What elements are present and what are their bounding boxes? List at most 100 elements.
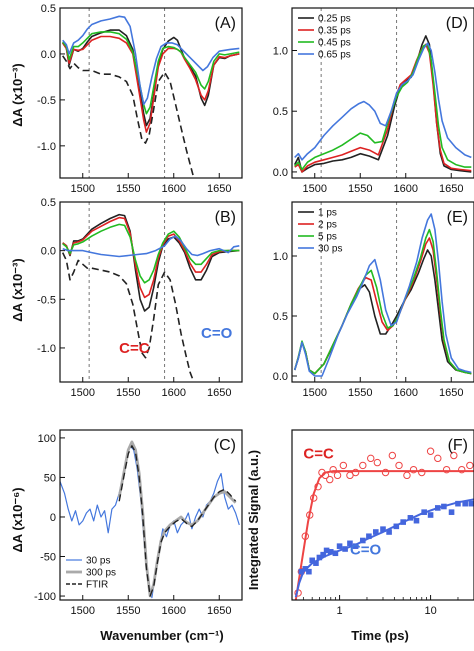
- y-tick-label: 1.0: [273, 251, 288, 263]
- series-0-45-ps-line: [294, 43, 472, 171]
- x-tick-label: 1: [337, 605, 343, 617]
- panel-b: 1500 1550 1600 1650 -1.0 -0.5 0.0 0.5 (B) ΔA (x10…: [10, 197, 243, 399]
- y-tick-label: -0.5: [37, 294, 56, 306]
- legend-entry: 0.25 ps: [318, 14, 351, 25]
- panel-label: (D): [446, 15, 468, 32]
- y-tick-label: 0.5: [41, 197, 56, 209]
- series-c-c-point-12: [346, 471, 354, 480]
- x-axis-label-time: Time (ps): [351, 628, 409, 643]
- x-tick-label: 1600: [394, 183, 418, 195]
- legend-entry: 0.65 ps: [318, 50, 351, 61]
- annotation-co: C=O: [350, 542, 382, 559]
- series-ftir-line: [118, 445, 237, 597]
- legend: 0.25 ps0.35 ps0.45 ps0.65 ps: [298, 14, 351, 61]
- panel-label: (F): [448, 437, 468, 454]
- series-c-c-point-9: [329, 465, 337, 474]
- x-tick-label: 1500: [71, 183, 95, 195]
- x-tick-label: 1500: [71, 387, 95, 399]
- series-c-o-point-6: [320, 551, 326, 558]
- x-tick-label: 1600: [162, 183, 186, 195]
- series-c-c-point-8: [326, 475, 334, 484]
- annotation-co: C=O: [201, 325, 233, 342]
- series-c-c-point-14: [359, 461, 367, 470]
- legend-entry: 1 ps: [318, 208, 337, 219]
- series-30-ps-line: [293, 213, 472, 377]
- legend-entry: 300 ps: [86, 568, 116, 579]
- series-c-c-point-24: [434, 454, 442, 463]
- legend-entry: FTIR: [86, 580, 108, 591]
- series-0-65-ps-line: [294, 42, 472, 161]
- series-1-line: [62, 35, 240, 133]
- series-c-c-point-17: [381, 468, 390, 477]
- series-c-o-point-13: [352, 543, 359, 549]
- series-c-o-point-18: [386, 529, 392, 535]
- legend-entry: 0.45 ps: [318, 38, 351, 49]
- x-tick-label: 1550: [348, 183, 372, 195]
- series-4-line: [62, 55, 195, 178]
- series-c-o-point-17: [380, 526, 386, 532]
- panel-d: 1500 1550 1600 1650 0.0 0.5 1.0 (D) 0.25 ps0.35 …: [273, 7, 474, 195]
- series-c-c-point-28: [466, 461, 474, 470]
- series-c-c-point-27: [458, 465, 466, 474]
- series-c-o-point-16: [372, 529, 379, 535]
- y-tick-label: 1.0: [273, 46, 288, 58]
- x-tick-label: 1550: [348, 387, 372, 399]
- series-c-o-point-12: [347, 540, 353, 547]
- series-c-o-point-30: [468, 500, 474, 507]
- panel-label: (A): [215, 15, 236, 32]
- series-c-o-point-0: [298, 568, 305, 575]
- panel-e: 1500 1550 1600 1650 0.0 0.5 1.0 (E) 1 ps2 ps5 ps…: [273, 201, 474, 399]
- legend-entry: 0.35 ps: [318, 26, 351, 37]
- series-c-c-point-11: [339, 461, 348, 470]
- series-c-c-point-20: [403, 471, 411, 480]
- series-c-c-point-22: [418, 468, 426, 477]
- y-tick-label: 0.5: [273, 106, 288, 118]
- y-tick-label: 0: [50, 512, 56, 524]
- legend-entry: 30 ps: [318, 244, 342, 255]
- y-tick-label: -50: [40, 552, 56, 564]
- series-c-o-point-9: [332, 550, 339, 557]
- series-c-c-point-13: [351, 468, 360, 477]
- y-tick-label: 0.0: [41, 49, 56, 61]
- x-tick-label: 1650: [207, 605, 231, 617]
- legend-entry: 5 ps: [318, 232, 337, 243]
- x-tick-label: 1600: [162, 387, 186, 399]
- y-axis-label: ΔA (x10⁻³): [10, 63, 25, 126]
- x-tick-label: 1650: [439, 387, 463, 399]
- series-c-c-point-21: [409, 465, 418, 474]
- series-3-line: [62, 235, 240, 258]
- series-c-o-point-7: [323, 547, 330, 554]
- series-c-o-point-8: [327, 549, 334, 555]
- series-c-o-point-28: [455, 500, 461, 507]
- series-2-line: [62, 31, 240, 115]
- panel-label: (E): [447, 209, 468, 226]
- series-c-c-point-15: [367, 454, 375, 463]
- series-c-o-point-3: [309, 557, 315, 564]
- y-axis-label: Integrated Signal (a.u.): [246, 450, 261, 590]
- y-tick-label: 0.5: [273, 311, 288, 323]
- x-tick-label: 10: [424, 605, 436, 617]
- x-tick-label: 1500: [71, 605, 95, 617]
- x-tick-label: 1550: [116, 387, 140, 399]
- annotation-cc: C=C: [303, 445, 334, 462]
- panel-label: (B): [215, 209, 236, 226]
- series-c-c-point-18: [388, 451, 397, 460]
- axes-frame: [59, 201, 243, 383]
- series-2-line: [62, 223, 240, 284]
- series-c-c-point-10: [333, 471, 342, 480]
- series-c-c-fit-line: [294, 470, 474, 600]
- series-c-o-point-2: [306, 568, 312, 575]
- x-tick-label: 1600: [394, 387, 418, 399]
- axes-frame: [291, 201, 474, 383]
- series-c-o-fit-line: [294, 498, 474, 598]
- y-tick-label: -0.5: [37, 95, 56, 107]
- x-tick-label: 1500: [303, 387, 327, 399]
- y-axis-label: ΔA (x10⁻³): [10, 258, 25, 321]
- y-tick-label: 0.0: [273, 371, 288, 383]
- x-tick-label: 1550: [116, 183, 140, 195]
- y-tick-label: 0.0: [273, 167, 288, 179]
- series-c-c-point-26: [450, 451, 458, 460]
